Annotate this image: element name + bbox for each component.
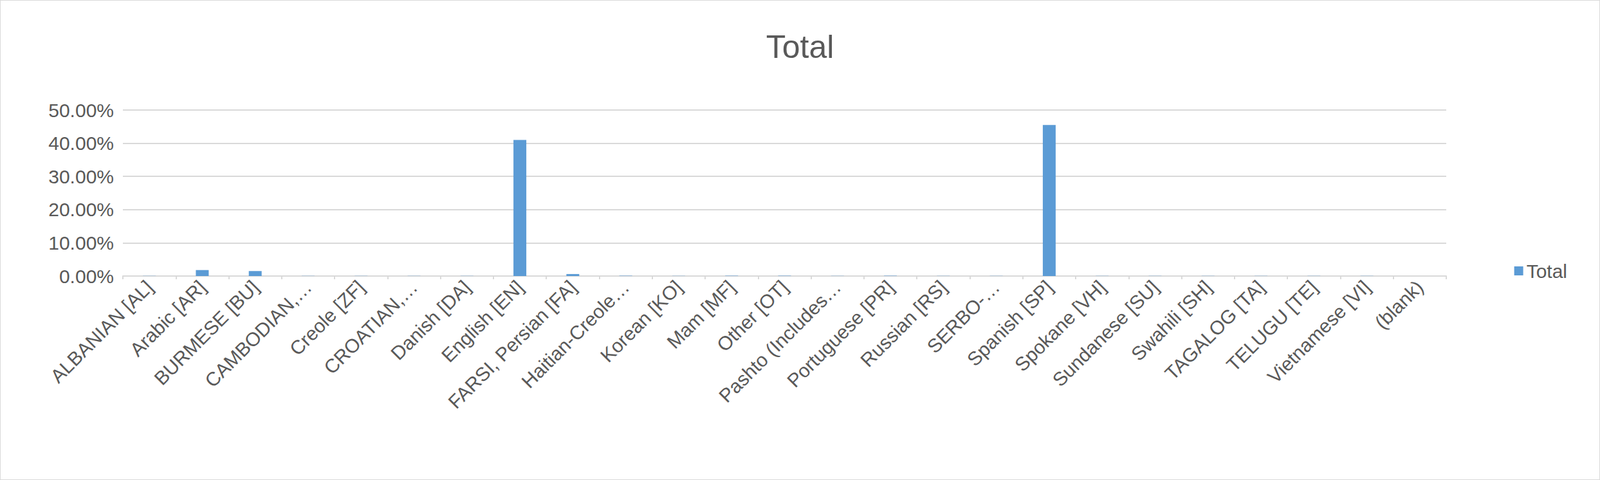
svg-text:Total: Total	[1526, 260, 1568, 282]
svg-text:10.00%: 10.00%	[48, 232, 114, 254]
svg-text:50.00%: 50.00%	[48, 99, 114, 121]
svg-text:CROATIAN,…: CROATIAN,…	[319, 275, 422, 378]
svg-text:Swahili [SH]: Swahili [SH]	[1127, 276, 1216, 365]
svg-text:Haitian-Creole…: Haitian-Creole…	[517, 276, 634, 393]
svg-text:Spanish [SP]: Spanish [SP]	[962, 276, 1057, 371]
svg-text:40.00%: 40.00%	[48, 132, 114, 154]
svg-text:Total: Total	[766, 28, 835, 65]
svg-text:Portuguese [PR]: Portuguese [PR]	[782, 276, 898, 392]
svg-text:0.00%: 0.00%	[59, 265, 114, 287]
svg-text:Vietnamese [VI]: Vietnamese [VI]	[1263, 275, 1375, 388]
svg-text:English [EN]: English [EN]	[437, 276, 528, 367]
svg-text:Other [OT]: Other [OT]	[712, 276, 793, 356]
svg-text:Sundanese [SU]: Sundanese [SU]	[1048, 276, 1163, 391]
svg-text:TELUGU [TE]: TELUGU [TE]	[1222, 275, 1322, 376]
svg-text:Danish [DA]: Danish [DA]	[386, 276, 475, 365]
svg-text:Pashto (Includes…: Pashto (Includes…	[714, 276, 845, 407]
svg-text:Mam [MF]: Mam [MF]	[662, 276, 740, 353]
svg-text:ALBANIAN [AL]: ALBANIAN [AL]	[46, 276, 157, 387]
svg-text:Korean [KO]: Korean [KO]	[596, 275, 687, 367]
svg-text:20.00%: 20.00%	[48, 198, 114, 221]
svg-text:(blank): (blank)	[1370, 275, 1427, 333]
svg-text:FARSI, Persian [FA]: FARSI, Persian [FA]	[444, 276, 581, 413]
svg-text:SERBO-…: SERBO-…	[922, 276, 1004, 358]
svg-text:Russian [RS]: Russian [RS]	[856, 276, 951, 371]
svg-text:TAGALOG [TA]: TAGALOG [TA]	[1160, 276, 1269, 384]
svg-text:Creole [ZF]: Creole [ZF]	[285, 276, 369, 360]
svg-text:CAMBODIAN,…: CAMBODIAN,…	[200, 276, 316, 392]
svg-text:BURMESE [BU]: BURMESE [BU]	[149, 276, 263, 390]
svg-text:30.00%: 30.00%	[48, 165, 114, 188]
svg-text:Spokane [VH]: Spokane [VH]	[1010, 275, 1110, 376]
svg-text:Arabic [AR]: Arabic [AR]	[125, 276, 210, 361]
